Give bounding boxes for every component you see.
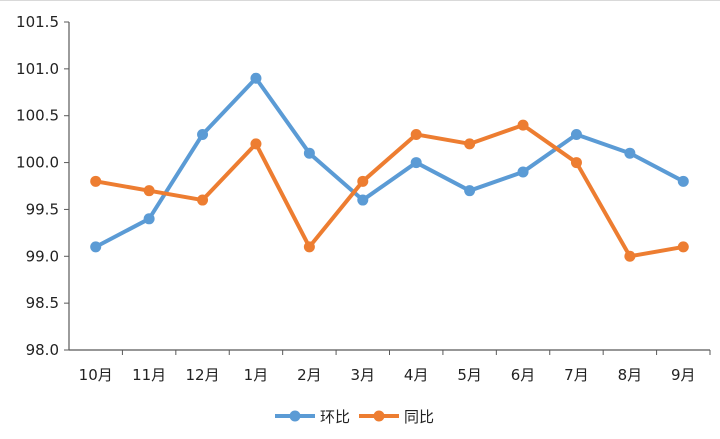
- y-tick-label: 101.0: [16, 60, 59, 78]
- data-point: [677, 241, 689, 253]
- x-tick-label: 10月: [79, 366, 113, 384]
- x-tick-label: 5月: [457, 366, 482, 384]
- series-line: [95, 123, 684, 259]
- data-point: [464, 185, 476, 197]
- y-tick-label: 100.0: [16, 154, 59, 172]
- data-point: [624, 250, 636, 262]
- data-point: [410, 128, 422, 140]
- x-tick-label: 7月: [564, 366, 589, 384]
- data-point: [517, 119, 529, 131]
- x-tick-label: 11月: [132, 366, 166, 384]
- legend-item-1: 环比: [275, 408, 350, 426]
- x-tick-label: 6月: [511, 366, 536, 384]
- data-point: [624, 147, 636, 159]
- legend-marker: [373, 410, 385, 422]
- data-point: [357, 194, 369, 206]
- y-tick-label: 98.0: [26, 341, 59, 359]
- y-tick-label: 101.5: [16, 13, 59, 31]
- series-1: [90, 72, 689, 253]
- x-tick-label: 2月: [297, 366, 322, 384]
- data-point: [197, 194, 209, 206]
- legend-marker: [289, 410, 301, 422]
- y-tick-label: 98.5: [26, 294, 59, 312]
- x-tick-label: 1月: [244, 366, 269, 384]
- data-point: [90, 175, 102, 187]
- data-point: [143, 185, 155, 197]
- data-point: [410, 157, 422, 169]
- legend-label: 同比: [404, 408, 434, 426]
- legend-label: 环比: [320, 408, 350, 426]
- data-point: [303, 147, 315, 159]
- data-point: [570, 157, 582, 169]
- data-point: [250, 138, 262, 150]
- data-point: [250, 72, 262, 84]
- x-tick-label: 8月: [618, 366, 643, 384]
- series-2: [90, 119, 689, 262]
- data-point: [464, 138, 476, 150]
- data-point: [357, 175, 369, 187]
- x-tick-label: 12月: [185, 366, 219, 384]
- data-point: [303, 241, 315, 253]
- data-point: [90, 241, 102, 253]
- data-point: [677, 175, 689, 187]
- x-tick-label: 4月: [404, 366, 429, 384]
- series-line: [94, 76, 685, 249]
- legend-item-2: 同比: [359, 408, 434, 426]
- y-tick-label: 100.5: [16, 107, 59, 125]
- x-tick-label: 3月: [351, 366, 376, 384]
- x-tick-label: 9月: [671, 366, 696, 384]
- data-point: [197, 128, 209, 140]
- y-tick-label: 99.0: [26, 247, 59, 265]
- data-point: [517, 166, 529, 178]
- data-point: [143, 213, 155, 225]
- data-point: [570, 128, 582, 140]
- y-tick-label: 99.5: [26, 200, 59, 218]
